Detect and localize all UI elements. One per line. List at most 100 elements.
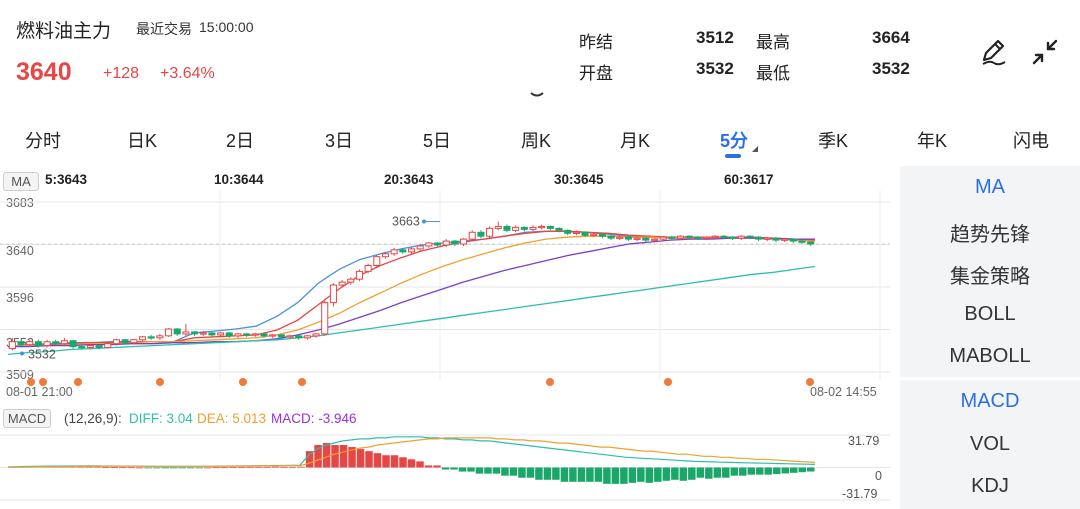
candle bbox=[217, 332, 225, 336]
period-caret-icon[interactable] bbox=[752, 146, 758, 152]
macd-dea: DEA: 5.013 bbox=[197, 411, 267, 426]
tab-tick[interactable]: 闪电 bbox=[1013, 131, 1049, 151]
macd-chart[interactable] bbox=[0, 430, 900, 505]
ma-badge[interactable]: MA bbox=[3, 172, 39, 191]
sidebar-item-maboll[interactable]: MABOLL bbox=[949, 345, 1031, 367]
event-marker[interactable] bbox=[74, 378, 82, 386]
event-marker[interactable] bbox=[664, 378, 672, 386]
macd-bar bbox=[798, 467, 807, 473]
candle bbox=[17, 341, 25, 346]
macd-bar bbox=[118, 467, 127, 469]
ma10-legend: 10:3644 bbox=[214, 172, 264, 187]
sidebar-item-boll[interactable]: BOLL bbox=[964, 303, 1016, 325]
candle bbox=[494, 225, 502, 229]
candle bbox=[138, 336, 147, 341]
price-change: +128 bbox=[103, 65, 140, 82]
candle bbox=[529, 226, 537, 230]
candle bbox=[303, 335, 311, 339]
tab-2day[interactable]: 2日 bbox=[226, 131, 255, 151]
tab-monthly-k[interactable]: 月K bbox=[620, 131, 651, 151]
candle bbox=[364, 265, 372, 272]
macd-bar bbox=[263, 466, 271, 468]
tab-5day[interactable]: 5日 bbox=[423, 131, 452, 151]
candle bbox=[121, 339, 129, 344]
candle bbox=[633, 237, 641, 240]
tab-quarterly-k[interactable]: 季K bbox=[818, 131, 849, 151]
ma60-line bbox=[7, 265, 816, 356]
candle bbox=[659, 236, 667, 240]
chevron-down-icon[interactable] bbox=[528, 90, 546, 100]
candle bbox=[329, 284, 337, 304]
event-marker[interactable] bbox=[27, 378, 35, 386]
macd-badge[interactable]: MACD bbox=[3, 409, 51, 428]
macd-bar bbox=[152, 467, 161, 469]
tab-daily-k[interactable]: 日K bbox=[127, 131, 158, 151]
macd-bar bbox=[552, 467, 560, 480]
candle bbox=[590, 233, 598, 236]
candle bbox=[286, 335, 294, 338]
macd-bar bbox=[637, 467, 645, 482]
candle bbox=[477, 231, 485, 237]
candle bbox=[789, 238, 797, 242]
macd-bar bbox=[322, 442, 331, 468]
event-marker[interactable] bbox=[806, 378, 814, 386]
sidebar-item-kdj[interactable]: KDJ bbox=[971, 475, 1009, 497]
event-marker[interactable] bbox=[239, 378, 247, 386]
macd-bar bbox=[526, 467, 535, 478]
sidebar-item-strategy[interactable]: 集金策略 bbox=[950, 266, 1030, 288]
macd-bar bbox=[229, 467, 237, 468]
macd-bar bbox=[441, 467, 450, 470]
macd-bar bbox=[484, 467, 492, 474]
low-annotation: 3532 bbox=[28, 348, 56, 362]
ma5-legend: 5:3643 bbox=[45, 172, 88, 187]
tab-5min[interactable]: 5分 bbox=[720, 131, 749, 151]
macd-bar bbox=[178, 467, 186, 469]
macd-bar bbox=[407, 459, 416, 468]
candle bbox=[251, 333, 259, 336]
macd-bar bbox=[169, 467, 178, 469]
edit-icon[interactable] bbox=[978, 36, 1008, 68]
candle bbox=[112, 339, 121, 345]
candle bbox=[208, 332, 216, 336]
candle bbox=[486, 227, 494, 237]
contract-title: 燃料油主力 bbox=[16, 21, 112, 42]
macd-bar bbox=[373, 453, 382, 468]
candle bbox=[182, 331, 190, 335]
macd-bar bbox=[594, 467, 603, 482]
shrink-icon[interactable] bbox=[1030, 36, 1060, 68]
candle bbox=[624, 236, 632, 240]
candle bbox=[60, 340, 68, 345]
tab-3day[interactable]: 3日 bbox=[325, 131, 354, 151]
tab-yearly-k[interactable]: 年K bbox=[917, 131, 948, 151]
event-marker[interactable] bbox=[546, 378, 554, 386]
sidebar-item-ma[interactable]: MA bbox=[975, 176, 1005, 198]
macd-params: (12,26,9): bbox=[64, 411, 122, 426]
tab-intraday[interactable]: 分时 bbox=[25, 131, 61, 151]
candlestick-chart[interactable]: 3663 3532 bbox=[0, 190, 900, 390]
macd-bar bbox=[739, 467, 747, 476]
macd-bar bbox=[280, 466, 288, 468]
tab-weekly-k[interactable]: 周K bbox=[521, 131, 552, 151]
macd-bar bbox=[730, 467, 739, 476]
sidebar-item-macd[interactable]: MACD bbox=[960, 390, 1020, 412]
candle bbox=[8, 341, 16, 350]
x-start-label: 08-01 21:00 bbox=[6, 385, 73, 399]
last-price: 3640 bbox=[16, 58, 72, 86]
candle bbox=[95, 345, 103, 349]
candle bbox=[564, 229, 572, 234]
sidebar-item-trend[interactable]: 趋势先锋 bbox=[950, 224, 1030, 246]
macd-bar bbox=[382, 455, 390, 468]
event-marker[interactable] bbox=[39, 378, 47, 386]
candle bbox=[468, 231, 476, 240]
macd-bar bbox=[722, 467, 730, 478]
price-change-percent: +3.64% bbox=[160, 65, 215, 82]
event-marker[interactable] bbox=[298, 378, 306, 386]
event-marker[interactable] bbox=[156, 378, 164, 386]
candle bbox=[78, 346, 86, 349]
macd-bar bbox=[450, 467, 458, 470]
macd-bar bbox=[705, 467, 713, 479]
macd-bar bbox=[348, 447, 356, 468]
macd-bar bbox=[288, 466, 297, 468]
sidebar-item-vol[interactable]: VOL bbox=[969, 433, 1011, 455]
macd-bar bbox=[246, 466, 254, 468]
